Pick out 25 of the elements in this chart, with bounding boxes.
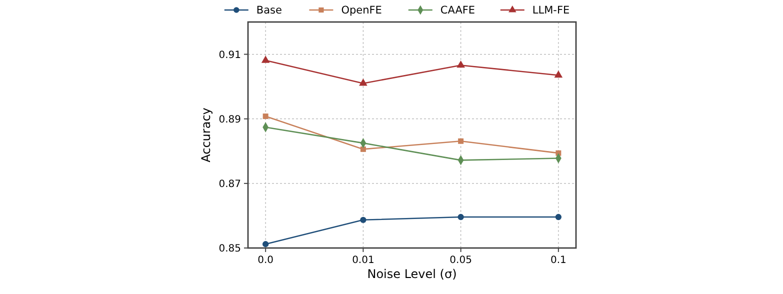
x-tick-label: 0.01 (352, 255, 374, 266)
y-tick-label: 0.89 (218, 114, 241, 126)
legend-label: CAAFE (440, 4, 476, 17)
point (554, 70, 563, 78)
x-tick-label: 0.0 (258, 255, 274, 266)
point (458, 138, 464, 144)
legend-label: Base (256, 4, 282, 17)
x-tick-label: 0.05 (450, 255, 472, 266)
x-tick-label: 0.1 (550, 255, 566, 266)
point (359, 78, 368, 86)
y-tick-label: 0.87 (218, 178, 241, 190)
point (360, 216, 366, 223)
point (458, 214, 464, 220)
legend-label: LLM-FE (532, 4, 570, 17)
point (262, 114, 268, 120)
point (262, 241, 269, 248)
y-axis-title: Accuracy (199, 108, 213, 162)
y-tick-label: 0.91 (218, 50, 241, 61)
x-axis-title: Noise Level (σ) (367, 267, 457, 281)
legend-label: OpenFE (341, 4, 382, 17)
point (555, 214, 562, 220)
point (360, 146, 366, 152)
point (456, 60, 465, 68)
y-tick-label: 0.85 (218, 244, 241, 254)
point (261, 56, 270, 63)
